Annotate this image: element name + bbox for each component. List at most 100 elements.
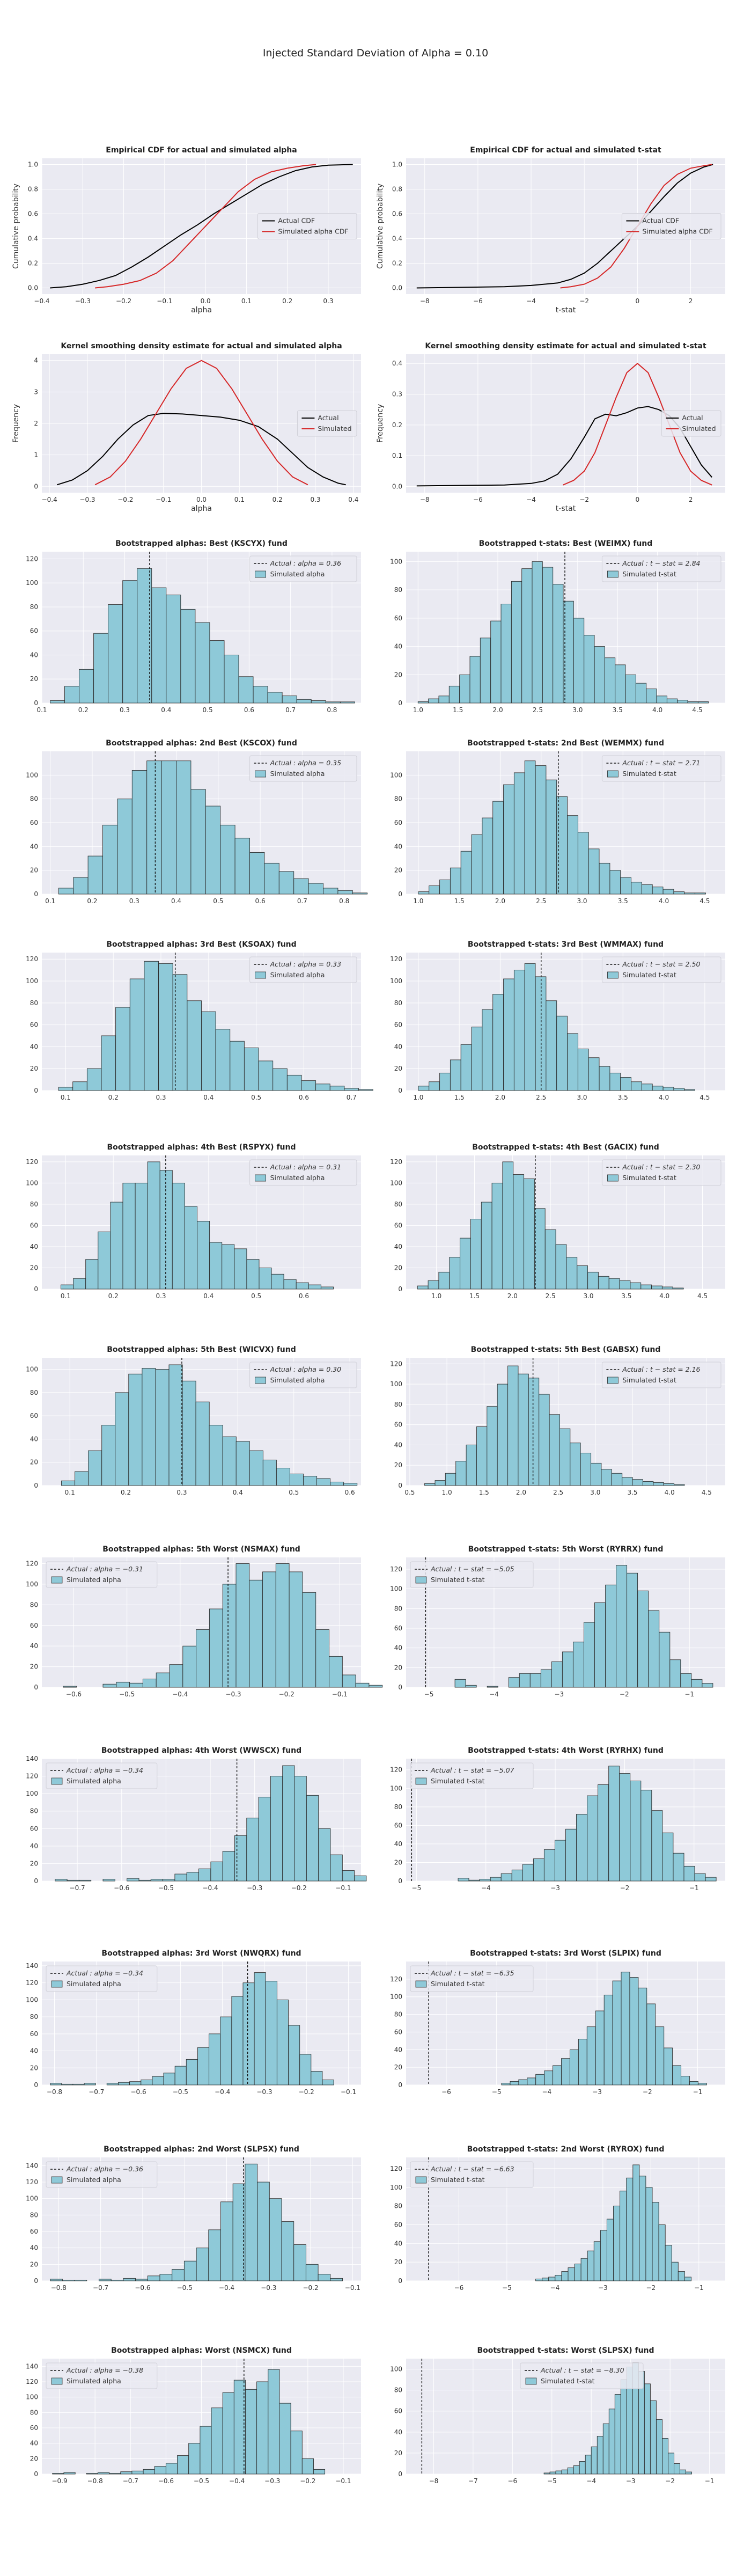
legend: Actual Simulated bbox=[297, 410, 357, 437]
histogram-bar bbox=[122, 580, 138, 704]
histogram-bar bbox=[656, 696, 667, 704]
y-tick-label: 60 bbox=[30, 2030, 38, 2038]
panel-title: Bootstrapped t-stats: 3rd Best (WMMAX) f… bbox=[468, 940, 664, 949]
histogram-bar bbox=[653, 1482, 664, 1486]
histogram-bar bbox=[86, 2473, 98, 2475]
x-tick-label: 0.3 bbox=[323, 297, 333, 305]
histogram-bar bbox=[544, 1229, 556, 1290]
y-tick-label: 0.8 bbox=[28, 186, 38, 193]
x-tick-label: 0.2 bbox=[273, 496, 283, 503]
legend-entry: Simulated alpha CDF bbox=[278, 228, 348, 236]
panel-title: Bootstrapped t-stats: 4th Best (GACIX) f… bbox=[472, 1143, 659, 1152]
legend: Actual : t − stat = 2.30 Simulated t-stat bbox=[601, 1159, 721, 1186]
x-tick-label: 1.0 bbox=[413, 897, 423, 905]
x-tick-label: 2.5 bbox=[536, 897, 546, 905]
legend-entry: Simulated bbox=[682, 425, 716, 433]
legend-box bbox=[249, 555, 357, 582]
legend-entry: Actual : alpha = 0.35 bbox=[270, 759, 341, 767]
panel-title: Bootstrapped alphas: 2nd Worst (SLPSX) f… bbox=[104, 2145, 299, 2154]
panel-title: Bootstrapped alphas: Worst (NSMCX) fund bbox=[111, 2346, 292, 2355]
chart-panel-19: −0.8 −0.7 −0.6 −0.5 −0.4 −0.3 −0.2 −0.1 0 20 40 60 8… bbox=[26, 1949, 361, 2096]
histogram-bar bbox=[640, 1284, 652, 1290]
x-tick-label: −0.2 bbox=[116, 297, 131, 305]
histogram-bar bbox=[115, 1392, 129, 1486]
panel-title: Bootstrapped alphas: 3rd Best (KSOAX) fu… bbox=[106, 940, 296, 949]
legend-box bbox=[601, 755, 721, 782]
y-tick-label: 40 bbox=[30, 1435, 38, 1443]
chart-panel-14: 0.5 1.0 1.5 2.0 2.5 3.0 3.5 4.0 4.5 0 20 40 60 80 100 1… bbox=[390, 1345, 725, 1496]
chart-panel-3: −0.4 −0.3 −0.2 −0.1 0.0 0.1 0.2 0.3 0.4 0 1 2 3 4 Kern… bbox=[12, 342, 361, 513]
histogram-bar bbox=[161, 760, 176, 895]
histogram-bar bbox=[637, 1590, 649, 1688]
legend-patch-swatch bbox=[51, 2377, 63, 2385]
y-tick-label: 40 bbox=[394, 2240, 402, 2247]
histogram-bar bbox=[594, 646, 605, 704]
histogram-bar bbox=[311, 2071, 323, 2085]
chart-panel-7: 0.1 0.2 0.3 0.4 0.5 0.6 0.7 0.8 0 20 40 60 80 100 Boot… bbox=[26, 739, 368, 905]
y-tick-label: 20 bbox=[394, 1065, 402, 1072]
x-tick-label: −4 bbox=[526, 297, 536, 305]
x-tick-label: 0.1 bbox=[61, 1292, 71, 1300]
histogram-bar bbox=[306, 1795, 319, 1882]
histogram-bar bbox=[567, 2467, 574, 2475]
histogram-bar bbox=[608, 2409, 615, 2475]
legend-box bbox=[601, 1362, 721, 1388]
histogram-bar bbox=[128, 1373, 143, 1486]
y-tick-label: 20 bbox=[394, 867, 402, 874]
y-tick-label: 100 bbox=[26, 2195, 38, 2202]
x-tick-label: −0.2 bbox=[291, 1884, 307, 1892]
x-tick-label: −0.7 bbox=[70, 1884, 85, 1892]
x-tick-label: −8 bbox=[420, 297, 430, 305]
histogram-bar bbox=[129, 978, 145, 1091]
x-tick-label: 0.7 bbox=[347, 1094, 357, 1101]
histogram-bar bbox=[465, 1685, 477, 1688]
legend-entry: Actual : t − stat = −5.07 bbox=[430, 1766, 514, 1774]
x-tick-label: 3.5 bbox=[621, 1292, 631, 1300]
histogram-bar bbox=[269, 2198, 282, 2281]
x-tick-label: 0.3 bbox=[129, 897, 139, 905]
legend-patch-swatch bbox=[255, 1377, 267, 1384]
x-tick-label: −2 bbox=[620, 1884, 630, 1892]
x-tick-label: 0.3 bbox=[176, 1489, 187, 1496]
y-tick-label: 120 bbox=[26, 1560, 38, 1568]
histogram-bar bbox=[513, 772, 525, 895]
histogram-bar bbox=[652, 887, 664, 895]
y-tick-label: 40 bbox=[394, 843, 402, 850]
x-tick-label: 0.6 bbox=[345, 1489, 355, 1496]
histogram-bar bbox=[678, 2271, 685, 2281]
legend-entry: Actual : t − stat = 2.84 bbox=[622, 559, 700, 567]
legend-patch-swatch bbox=[607, 770, 619, 778]
legend-entry: Simulated alpha bbox=[67, 2176, 121, 2184]
y-tick-label: 120 bbox=[390, 1766, 402, 1774]
x-tick-label: −0.8 bbox=[87, 2477, 103, 2485]
histogram-bar bbox=[61, 1284, 74, 1290]
histogram-bar bbox=[603, 1994, 613, 2085]
chart-panel-8: 1.0 1.5 2.0 2.5 3.0 3.5 4.0 4.5 0 20 40 60 80 100 Boot… bbox=[390, 739, 725, 905]
histogram-bar bbox=[574, 2264, 581, 2281]
histogram-bar bbox=[116, 1681, 130, 1688]
x-tick-label: −0.1 bbox=[335, 2477, 351, 2485]
y-tick-label: 0.2 bbox=[28, 260, 38, 267]
histogram-bar bbox=[454, 1679, 466, 1688]
x-tick-label: 0.7 bbox=[285, 706, 296, 714]
histogram-bar bbox=[224, 655, 239, 704]
legend-entry: Simulated alpha bbox=[270, 1376, 325, 1384]
y-tick-label: 40 bbox=[394, 1840, 402, 1848]
histogram-bar bbox=[276, 1468, 290, 1486]
histogram-bar bbox=[510, 2081, 519, 2085]
legend-patch-swatch bbox=[607, 1174, 619, 1182]
legend-entry: Actual : t − stat = 2.16 bbox=[622, 1365, 700, 1373]
x-tick-label: −0.4 bbox=[42, 496, 57, 503]
y-tick-label: 0 bbox=[398, 890, 402, 898]
histogram-bar bbox=[549, 1414, 560, 1486]
histogram-bar bbox=[460, 851, 472, 895]
histogram-bar bbox=[111, 2280, 124, 2281]
histogram-bar bbox=[168, 1364, 183, 1486]
histogram-bar bbox=[220, 824, 235, 895]
y-tick-label: 140 bbox=[26, 2362, 38, 2370]
x-tick-label: −0.1 bbox=[156, 496, 171, 503]
x-tick-label: −0.5 bbox=[173, 2088, 188, 2096]
histogram-bar bbox=[188, 2443, 201, 2475]
histogram-bar bbox=[622, 1477, 633, 1486]
histogram-bar bbox=[584, 1622, 595, 1688]
